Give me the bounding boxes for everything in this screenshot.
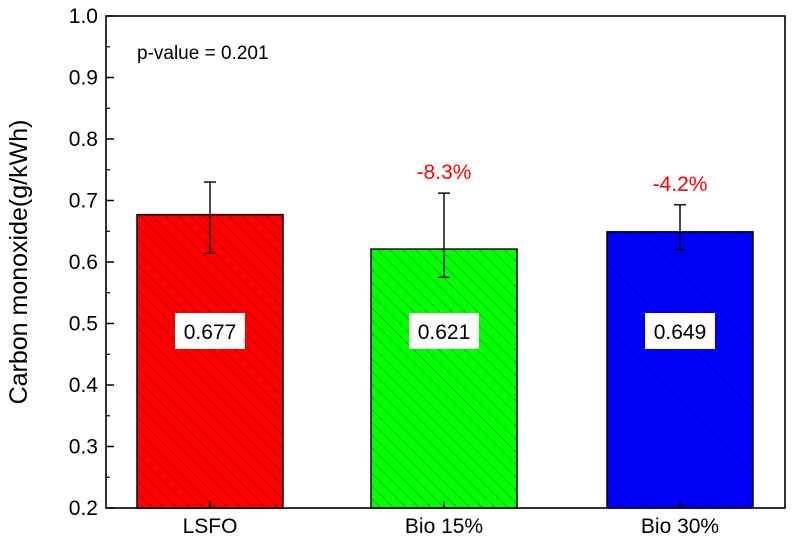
y-tick-label: 0.5 [69, 313, 98, 336]
bar-bio-15- [370, 248, 518, 509]
x-tick-label: Bio 30% [641, 515, 719, 538]
axis-layer: LSFO Bio 15% Bio 30% 0.2 0.3 0.4 0.5 0.6 0.7 0.8 0… [69, 5, 719, 538]
error-bar [204, 181, 216, 255]
x-tick-label: Bio 15% [405, 515, 483, 538]
y-tick-label: 0.7 [69, 190, 98, 213]
percent-change-label: -4.2% [653, 173, 708, 196]
value-label-box [175, 313, 245, 349]
value-label-box [645, 313, 715, 349]
percent-change-label: -8.3% [417, 161, 472, 184]
y-tick-label: 0.3 [69, 436, 98, 459]
p-value-annotation: p-value = 0.201 [137, 43, 269, 64]
bars-layer [136, 181, 754, 509]
y-tick-label: 0.9 [69, 67, 98, 90]
x-tick-label: LSFO [183, 515, 238, 538]
value-label: 0.677 [184, 321, 237, 344]
bar-lsfo [136, 213, 284, 509]
error-bar [438, 192, 450, 279]
labels-layer: 0.677 0.621 -8.3% 0.649 -4.2% [175, 161, 715, 349]
bar-bio-30- [606, 231, 754, 509]
value-label: 0.649 [654, 321, 707, 344]
y-tick-label: 0.8 [69, 128, 98, 151]
value-label: 0.621 [418, 321, 471, 344]
y-axis-title: Carbon monoxide(g/kWh) [5, 120, 33, 405]
y-tick-label: 0.2 [69, 497, 98, 520]
value-label-box [409, 313, 479, 349]
y-tick-label: 0.6 [69, 251, 98, 274]
error-bar [674, 204, 686, 251]
y-tick-label: 1.0 [69, 5, 98, 28]
y-tick-label: 0.4 [69, 374, 99, 397]
